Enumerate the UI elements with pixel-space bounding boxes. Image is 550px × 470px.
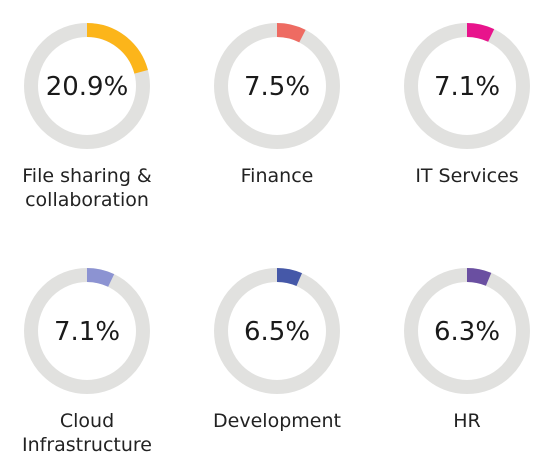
- donut-ring: 7.5%: [214, 23, 340, 149]
- donut-chart: 6.3% HR: [382, 265, 550, 433]
- donut-ring: 7.1%: [24, 268, 150, 394]
- donut-value-label: 20.9%: [46, 72, 129, 102]
- donut-chart: 7.1% IT Services: [382, 20, 550, 188]
- donut-chart: 7.1% Cloud Infrastructure: [2, 265, 172, 457]
- donut-value-label: 7.1%: [54, 317, 120, 347]
- donut-ring: 7.1%: [404, 23, 530, 149]
- donut-category-label: IT Services: [415, 165, 519, 187]
- donut-category-label: HR: [453, 410, 481, 432]
- donut-segment: [404, 268, 530, 394]
- donut-value-label: 7.1%: [434, 72, 500, 102]
- donut-chart: 7.5% Finance: [192, 20, 362, 188]
- donut-category-label: Development: [213, 410, 341, 432]
- donut-category-label: File sharing & collaboration: [22, 165, 152, 211]
- donut-value-label: 6.5%: [244, 317, 310, 347]
- donut-segment: [214, 23, 340, 149]
- donut-category-label: Finance: [240, 165, 314, 187]
- donut-ring: 6.3%: [404, 268, 530, 394]
- donut-segment: [214, 268, 340, 394]
- donut-chart: 6.5% Development: [192, 265, 362, 433]
- donut-segment: [24, 268, 150, 394]
- donut-segment: [404, 23, 530, 149]
- donut-category-label: Cloud Infrastructure: [21, 410, 152, 456]
- donut-chart: 20.9% File sharing & collaboration: [2, 20, 172, 212]
- donut-ring: 20.9%: [24, 23, 150, 149]
- donut-value-label: 7.5%: [244, 72, 310, 102]
- donut-value-label: 6.3%: [434, 317, 500, 347]
- donut-ring: 6.5%: [214, 268, 340, 394]
- donut-segment: [24, 23, 150, 149]
